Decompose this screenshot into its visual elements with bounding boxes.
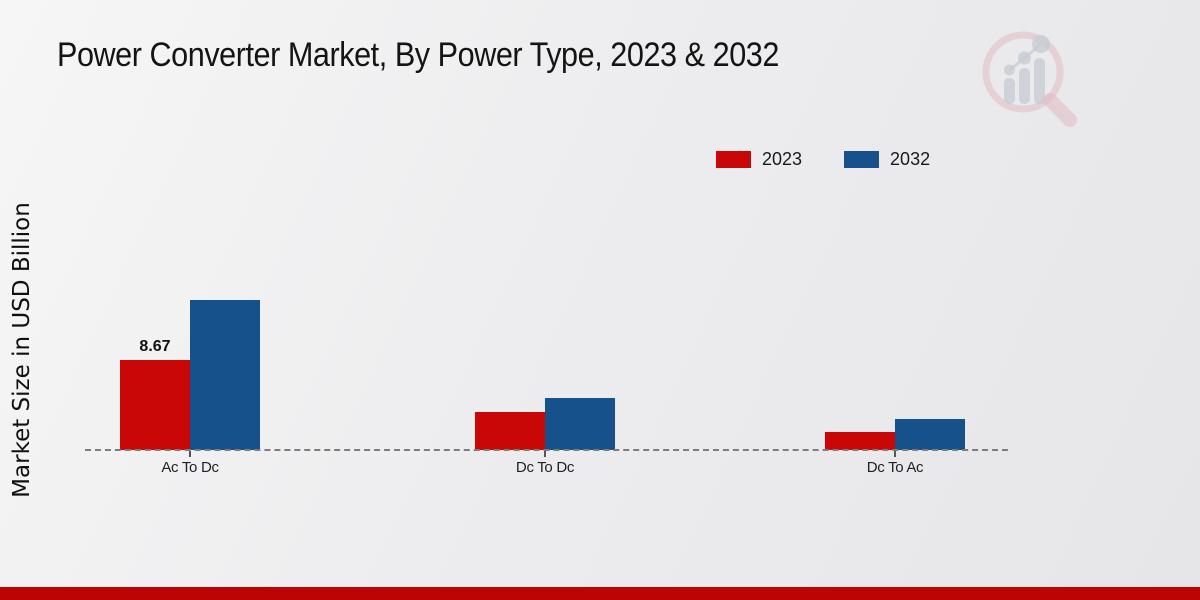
x-axis-tick — [544, 451, 546, 457]
category-label-ac-to-dc: Ac To Dc — [161, 459, 219, 476]
chart-title: Power Converter Market, By Power Type, 2… — [57, 36, 779, 74]
magnifier-bar-chart-logo-icon — [982, 31, 1077, 127]
bar-value-label: 8.67 — [139, 338, 171, 355]
legend-swatch-2023 — [716, 151, 751, 168]
legend-item-2032: 2032 — [844, 149, 930, 170]
bar-2032-ac-to-dc — [190, 300, 260, 450]
category-label-dc-to-ac: Dc To Ac — [866, 459, 924, 476]
bar-2023-dc-to-dc — [475, 412, 545, 450]
legend-swatch-2032 — [844, 151, 880, 168]
legend-label-2023: 2023 — [762, 149, 803, 169]
bar-2023-dc-to-ac — [825, 432, 895, 450]
x-axis-tick — [189, 451, 191, 457]
bar-2023-ac-to-dc — [120, 360, 190, 450]
category-label-dc-to-dc: Dc To Dc — [515, 459, 575, 476]
legend-label-2032: 2032 — [890, 149, 931, 169]
legend: 2023 2032 — [716, 149, 930, 170]
x-axis-tick — [894, 451, 896, 457]
x-axis-baseline — [85, 449, 1008, 451]
footer-accent-band — [0, 587, 1200, 600]
bar-2032-dc-to-dc — [545, 398, 615, 450]
legend-item-2023: 2023 — [716, 149, 802, 170]
bar-2032-dc-to-ac — [895, 419, 965, 450]
